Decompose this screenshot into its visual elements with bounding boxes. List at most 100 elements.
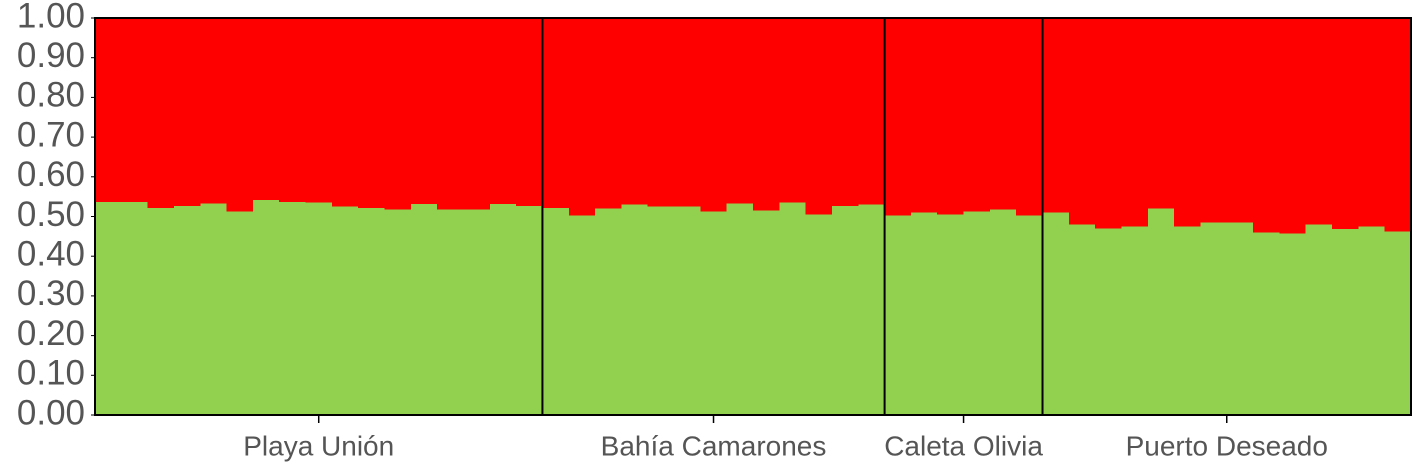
bar-segment bbox=[779, 18, 807, 203]
y-tick-label: 0.70 bbox=[17, 115, 85, 154]
y-tick-label: 0.30 bbox=[17, 274, 85, 313]
bar-segment bbox=[989, 18, 1017, 210]
y-tick-label: 0.90 bbox=[17, 36, 85, 75]
bar-segment bbox=[674, 206, 701, 415]
bar-segment bbox=[963, 211, 991, 415]
bar-segment bbox=[1305, 224, 1333, 415]
bar-segment bbox=[542, 207, 570, 415]
y-tick-label: 0.00 bbox=[17, 393, 85, 432]
bar-segment bbox=[463, 18, 491, 210]
bar-segment bbox=[884, 18, 912, 216]
bar-segment bbox=[1121, 18, 1149, 227]
bar-segment bbox=[1305, 18, 1333, 225]
bar-segment bbox=[753, 18, 780, 211]
bar-segment bbox=[437, 18, 465, 210]
group-label: Playa Unión bbox=[243, 430, 394, 461]
bar-segment bbox=[358, 18, 386, 208]
plot-frame bbox=[94, 17, 1412, 416]
bar-segment bbox=[858, 18, 886, 205]
bar-segment bbox=[884, 215, 912, 415]
bar-segment bbox=[726, 18, 754, 204]
bar-segment bbox=[1174, 226, 1202, 415]
bar-segment bbox=[621, 204, 649, 415]
bar-segment bbox=[331, 206, 359, 415]
bar-segment bbox=[621, 18, 649, 205]
bar-segment bbox=[1121, 226, 1149, 415]
bar-segment bbox=[779, 202, 807, 415]
y-tick-label: 0.80 bbox=[17, 76, 85, 115]
group-label: Bahía Camarones bbox=[601, 430, 827, 461]
bar-segment bbox=[1147, 208, 1175, 415]
bar-segment bbox=[1279, 233, 1307, 415]
bar-segment bbox=[595, 18, 622, 209]
bar-segment bbox=[384, 18, 412, 210]
bar-segment bbox=[252, 200, 280, 415]
bar-segment bbox=[753, 210, 780, 415]
bar-segment bbox=[226, 18, 254, 212]
bar-segment bbox=[910, 212, 938, 415]
bar-segment bbox=[147, 207, 175, 415]
bar-segment bbox=[831, 18, 859, 206]
bar-segment bbox=[568, 18, 596, 216]
bar-segment bbox=[595, 208, 622, 415]
bar-segment bbox=[568, 215, 596, 415]
bar-segment bbox=[726, 203, 754, 415]
bar-segment bbox=[173, 18, 201, 206]
bar-segment bbox=[1200, 18, 1228, 223]
group-label: Puerto Deseado bbox=[1126, 430, 1328, 461]
bar-segment bbox=[516, 205, 544, 415]
bar-segment bbox=[805, 18, 833, 215]
bar-segment bbox=[1253, 18, 1280, 233]
bar-segment bbox=[700, 18, 728, 212]
bar-segment bbox=[1016, 18, 1044, 216]
bar-segment bbox=[173, 205, 201, 415]
bar-segment bbox=[910, 18, 938, 213]
bar-segment bbox=[252, 18, 280, 201]
bar-segment bbox=[858, 204, 886, 415]
bar-segment bbox=[1253, 232, 1280, 415]
bar-segment bbox=[147, 18, 175, 208]
bar-segment bbox=[331, 18, 359, 207]
bar-segment bbox=[1358, 226, 1386, 415]
bar-segment bbox=[279, 201, 307, 415]
y-tick-label: 0.50 bbox=[17, 195, 85, 234]
y-tick-label: 1.00 bbox=[17, 0, 85, 35]
bar-segment bbox=[674, 18, 701, 207]
bar-segment bbox=[437, 209, 465, 415]
bar-segment bbox=[805, 214, 833, 415]
bar-segment bbox=[1095, 228, 1123, 415]
bar-segment bbox=[305, 18, 333, 203]
bar-segment bbox=[358, 207, 386, 415]
bar-segment bbox=[1174, 18, 1202, 227]
bar-segment bbox=[95, 201, 122, 415]
bar-segment bbox=[1200, 222, 1228, 415]
bar-segment bbox=[1068, 18, 1096, 225]
bar-segment bbox=[937, 214, 965, 415]
bar-segment bbox=[1332, 229, 1359, 415]
bar-segment bbox=[1016, 215, 1044, 415]
bar-segment bbox=[989, 209, 1017, 415]
bar-segment bbox=[1226, 18, 1254, 223]
bar-segment bbox=[410, 18, 438, 204]
bar-segment bbox=[1042, 212, 1070, 415]
bar-segment bbox=[1384, 18, 1412, 232]
bar-segment bbox=[1384, 231, 1412, 415]
bar-segment bbox=[463, 209, 491, 415]
bar-segment bbox=[937, 18, 965, 215]
group-label: Caleta Olivia bbox=[884, 430, 1043, 461]
bar-segment bbox=[384, 209, 412, 415]
bar-segment bbox=[1279, 18, 1307, 234]
bar-segment bbox=[647, 18, 675, 207]
y-tick-label: 0.10 bbox=[17, 354, 85, 393]
bar-segment bbox=[121, 18, 149, 202]
bar-segment bbox=[1226, 222, 1254, 415]
bar-segment bbox=[200, 203, 228, 415]
bar-segment bbox=[647, 206, 675, 415]
bar-segment bbox=[831, 205, 859, 415]
bar-segment bbox=[1147, 18, 1175, 209]
bar-segment bbox=[1358, 18, 1386, 227]
bar-segment bbox=[305, 202, 333, 415]
bar-segment bbox=[516, 18, 544, 206]
y-tick-label: 0.20 bbox=[17, 314, 85, 353]
